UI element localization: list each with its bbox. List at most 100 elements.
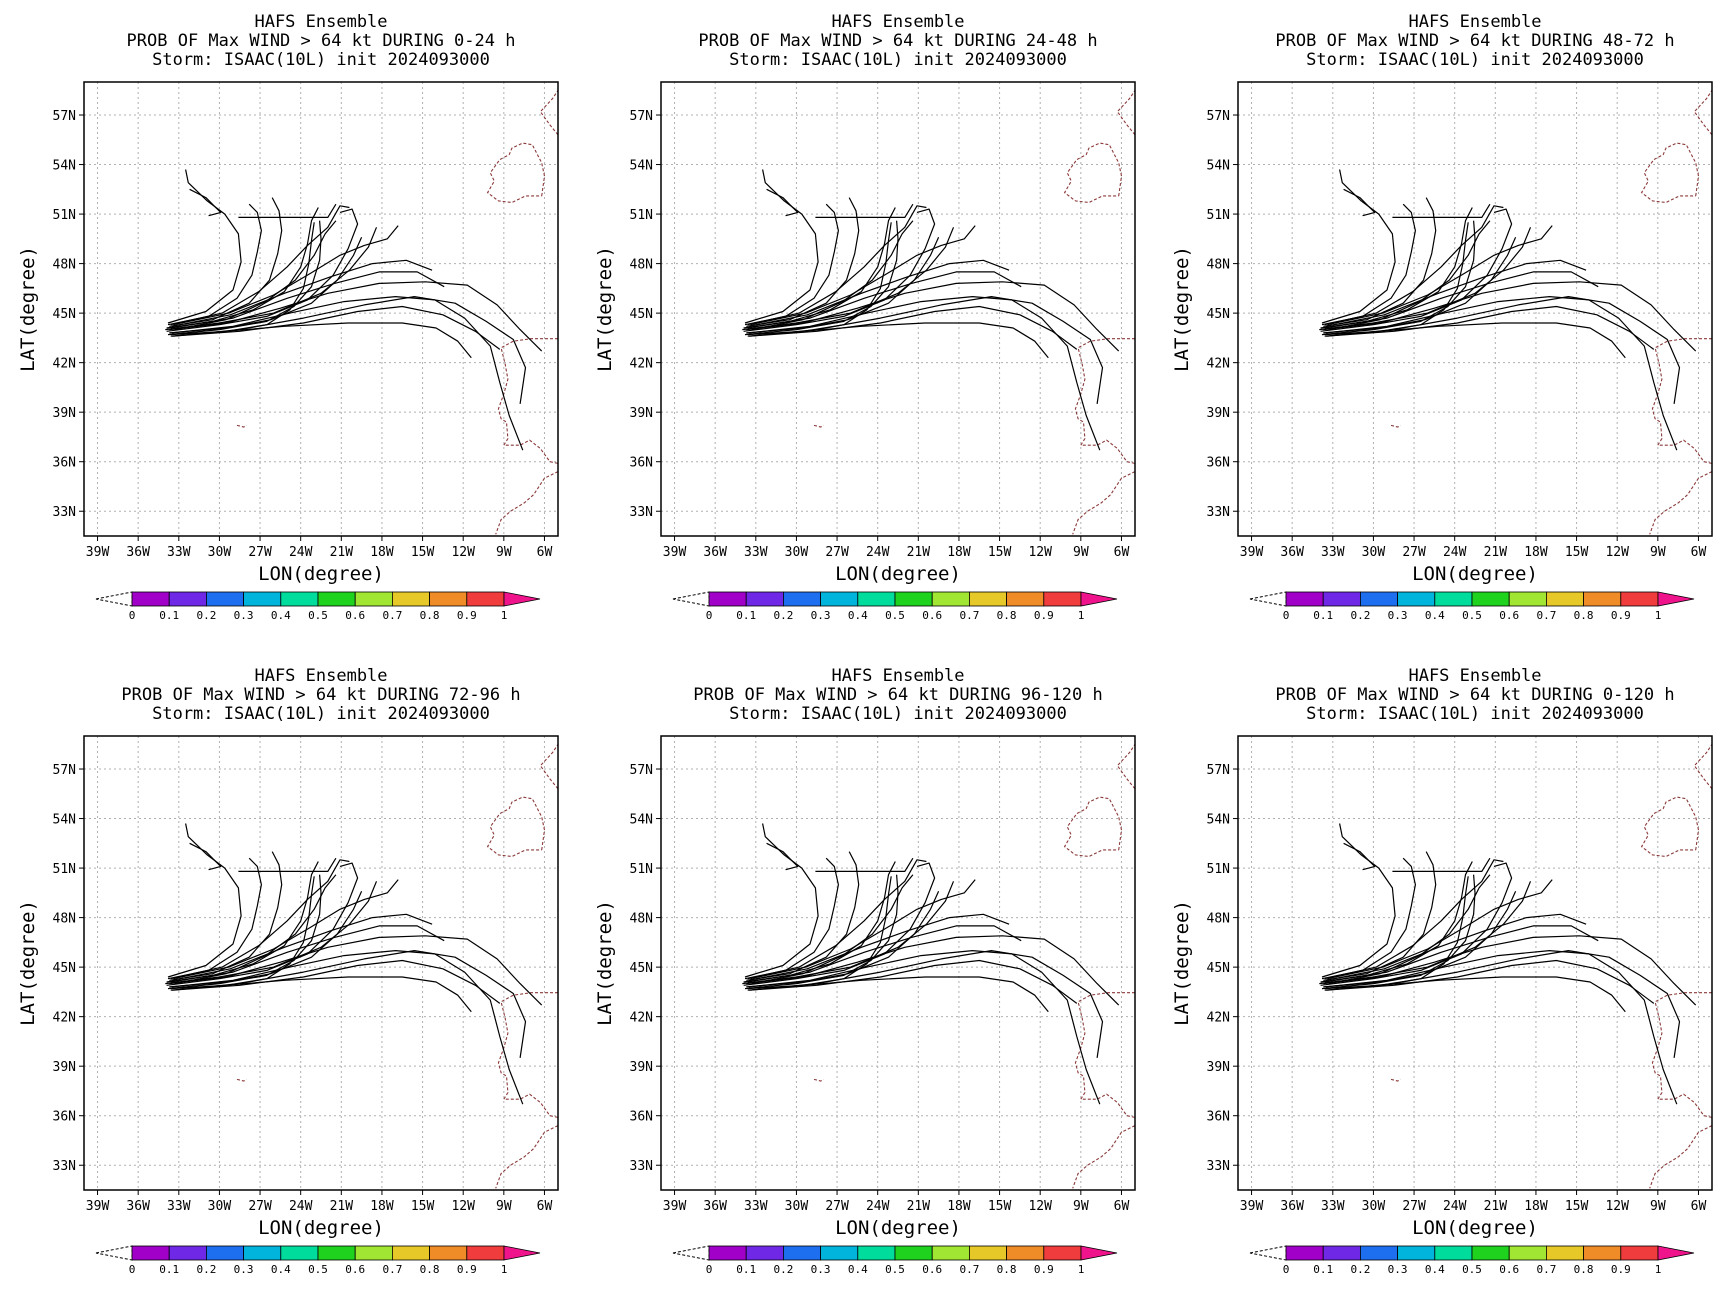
y-tick-label: 54N [1207, 813, 1230, 828]
storm-track [174, 220, 337, 331]
colorbar-label: 0.4 [848, 609, 868, 622]
colorbar-box [931, 1245, 970, 1261]
colorbar-box [280, 591, 319, 607]
colorbar-label: 0 [129, 609, 136, 622]
storm-track [743, 207, 896, 329]
storm-track [751, 220, 914, 331]
colorbar-label: 0.3 [811, 1263, 831, 1276]
storm-track [1320, 861, 1473, 983]
map-frame [83, 735, 559, 1191]
colorbar-label: 0.2 [773, 1263, 793, 1276]
panel-storm-title: Storm: ISAAC(10L) init 2024093000 [1306, 704, 1644, 724]
storm-track [766, 188, 799, 217]
storm-track [1327, 225, 1553, 326]
plot-panel-4: HAFS Ensemble PROB OF Max WIND > 64 kt DU… [0, 654, 577, 1308]
x-tick-label: 9W [496, 1199, 512, 1214]
x-axis-label: LON(degree) [1412, 1217, 1538, 1239]
panel-subtitle: PROB OF Max WIND > 64 kt DURING 0-24 h [127, 31, 516, 51]
colorbar-box [1545, 1245, 1584, 1261]
y-axis-label: LAT(degree) [17, 900, 39, 1026]
colorbar-over-arrow [503, 591, 541, 607]
x-tick-label: 12W [1028, 545, 1052, 560]
y-tick-label: 48N [1207, 258, 1230, 273]
storm-track [171, 913, 433, 981]
storm-track [169, 281, 543, 352]
storm-track [750, 225, 976, 326]
colorbar-over-arrow [1080, 591, 1118, 607]
colorbar-label: 0.9 [457, 609, 477, 622]
storm-track [171, 959, 501, 1004]
storm-track [171, 305, 501, 350]
colorbar-box [1397, 591, 1436, 607]
y-tick-label: 57N [1207, 763, 1230, 778]
colorbar-box [131, 1245, 170, 1261]
colorbar-label: 0.8 [997, 609, 1017, 622]
storm-track [166, 208, 359, 332]
storm-track [1320, 862, 1513, 986]
y-tick-label: 45N [1207, 961, 1230, 976]
colorbar-label: 0.8 [420, 609, 440, 622]
colorbar-box [1583, 1245, 1622, 1261]
y-tick-label: 36N [53, 1110, 76, 1125]
x-tick-label: 24W [289, 545, 313, 560]
y-tick-label: 51N [630, 208, 653, 223]
storm-track [238, 203, 337, 218]
colorbar-box [1545, 591, 1584, 607]
colorbar-box [466, 591, 505, 607]
panel-model-title: HAFS Ensemble [254, 666, 387, 686]
plot-panel-6: HAFS Ensemble PROB OF Max WIND > 64 kt DU… [1154, 654, 1731, 1308]
y-tick-label: 45N [53, 307, 76, 322]
colorbar-label: 0.6 [1499, 1263, 1519, 1276]
colorbar-label: 0.7 [382, 1263, 402, 1276]
map-frame [83, 81, 559, 537]
storm-track [1327, 879, 1553, 980]
x-tick-label: 36W [126, 1199, 150, 1214]
colorbar-label: 0.3 [1388, 609, 1408, 622]
x-tick-label: 36W [703, 545, 727, 560]
y-tick-label: 33N [53, 505, 76, 520]
storm-track [747, 271, 1022, 329]
storm-track [170, 925, 445, 983]
coastline [497, 338, 558, 464]
y-tick-label: 42N [630, 1011, 653, 1026]
colorbar-over-arrow [503, 1245, 541, 1261]
storm-track [1328, 220, 1491, 331]
colorbar-label: 0.4 [1425, 609, 1445, 622]
y-tick-label: 45N [630, 307, 653, 322]
colorbar-label: 0.3 [234, 609, 254, 622]
colorbar-box [354, 591, 393, 607]
panel-subtitle: PROB OF Max WIND > 64 kt DURING 96-120 h [693, 685, 1102, 705]
colorbar-box [391, 1245, 430, 1261]
colorbar-under-arrow [1249, 1245, 1287, 1261]
colorbar-label: 0 [1283, 1263, 1290, 1276]
colorbar-box [968, 1245, 1007, 1261]
plot-panel-5: HAFS Ensemble PROB OF Max WIND > 64 kt DU… [577, 654, 1154, 1308]
colorbar-box [131, 591, 170, 607]
colorbar-box [168, 1245, 207, 1261]
colorbar-box [1508, 1245, 1547, 1261]
colorbar-box [243, 591, 282, 607]
storm-track [743, 862, 936, 986]
coastline [486, 796, 546, 858]
x-tick-label: 33W [1321, 545, 1345, 560]
colorbar-label: 1 [1078, 1263, 1085, 1276]
storm-track [1321, 857, 1416, 980]
storm-track [173, 225, 399, 326]
y-tick-label: 48N [53, 258, 76, 273]
x-tick-label: 24W [1443, 1199, 1467, 1214]
x-tick-label: 27W [248, 1199, 272, 1214]
coastline [1651, 992, 1712, 1118]
x-tick-label: 12W [451, 545, 475, 560]
x-tick-label: 15W [411, 545, 435, 560]
y-axis-label: LAT(degree) [1171, 246, 1193, 372]
x-tick-label: 21W [1484, 545, 1508, 560]
coastline [1390, 424, 1401, 428]
colorbar-box [820, 1245, 859, 1261]
coastline [813, 424, 824, 428]
map-area [84, 736, 558, 1190]
y-tick-label: 48N [1207, 912, 1230, 927]
x-tick-label: 15W [1565, 1199, 1589, 1214]
colorbar-box [931, 591, 970, 607]
x-axis-label: LON(degree) [835, 563, 961, 585]
y-tick-label: 45N [630, 961, 653, 976]
